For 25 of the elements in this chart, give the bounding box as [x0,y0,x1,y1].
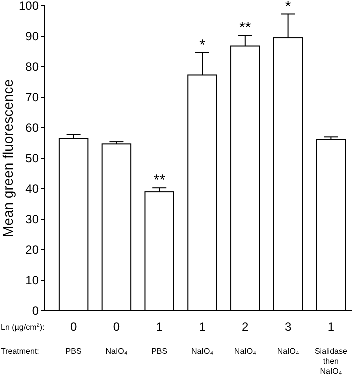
y-axis-title: Mean green fluorescence [0,79,16,238]
x-tick-label: 1 PBS [152,320,168,356]
y-tick-label: 80 [26,60,40,74]
y-tick-label: 20 [26,243,40,258]
y-tick-label: 0 [32,304,40,318]
data-label: * [200,36,206,54]
text: Treatment: [1,347,40,356]
data-label: * [285,0,292,16]
x-tick-label: 0 PBS [66,320,82,356]
y-tick-label: 30 [26,212,40,227]
y-tick-label: 50 [26,152,40,166]
y-tick-label: 70 [26,90,40,105]
x-tick-label: 1 NaIO₄ [192,320,214,356]
x-tick-label: 3 NaIO₄ [277,320,300,356]
x-tick-label: 2 NaIO₄ [234,320,256,356]
data-label: ** [154,172,166,190]
x-tick-label: 0 NaIO₄ [106,320,128,356]
y-tick-label: 60 [26,121,40,136]
x-tick-label: 1 Sialidase then NaIO₄ [314,320,348,376]
data-label: ** [240,20,252,37]
y-tick-label: 40 [26,182,40,196]
y-tick-label: 90 [26,30,40,44]
y-tick-label: 10 [26,274,40,288]
text: Ln (µg/cm$^{2}$): [1,323,45,332]
y-tick-label: 100 [18,0,40,14]
